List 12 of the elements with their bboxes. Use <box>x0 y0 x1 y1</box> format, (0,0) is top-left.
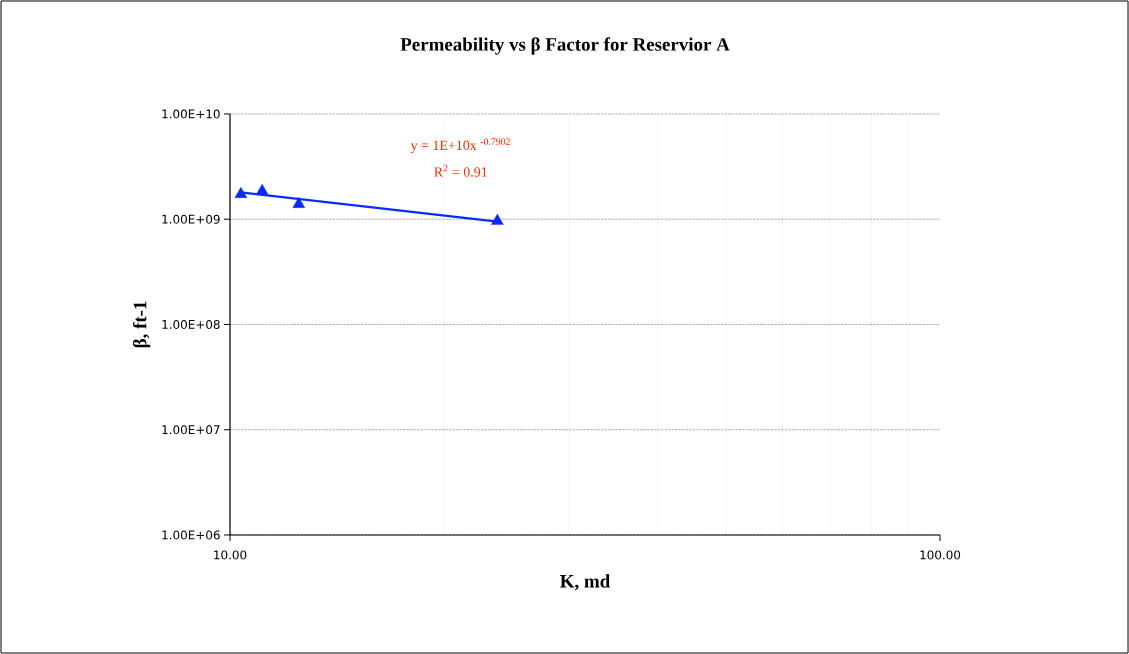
annotation: y = 1E+10x $^{-0.7902}$ <box>410 138 510 153</box>
y-tick-label: 1.00E+06 <box>162 530 220 540</box>
x-tick-label: 100.00 <box>920 550 961 560</box>
y-tick-label: 1.00E+07 <box>162 425 220 435</box>
y-tick-label: 1.00E+09 <box>162 214 220 224</box>
y-axis-title: β, ft-1 <box>132 301 151 348</box>
chart-title: Permeability vs β Factor for Reservior A <box>400 37 730 55</box>
y-tick-label: 1.00E+08 <box>162 319 220 330</box>
x-tick-label: 10.00 <box>214 550 247 560</box>
y-tick-label: 1.00E+10 <box>162 109 220 119</box>
x-axis-title: K, md <box>560 574 611 591</box>
annotation: R$^{2}$ = 0.91 <box>434 164 487 177</box>
